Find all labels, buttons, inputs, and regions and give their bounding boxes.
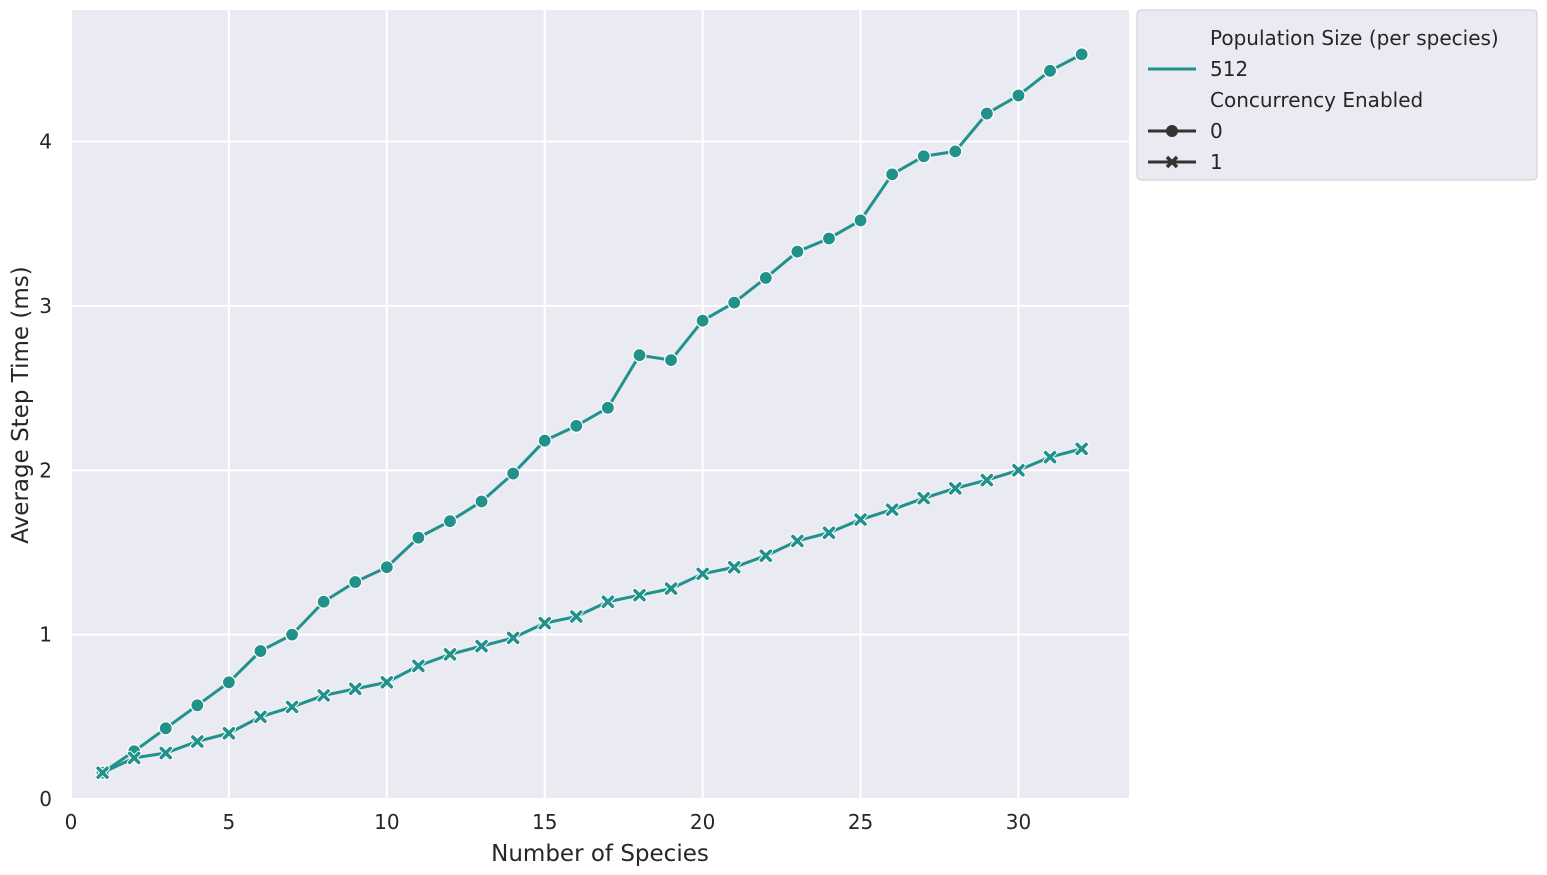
data-point [221, 726, 237, 741]
data-point [505, 630, 521, 646]
data-point [948, 481, 963, 496]
x-tick-label: 0 [65, 810, 78, 834]
data-point [695, 313, 710, 328]
data-point [726, 559, 742, 575]
series-concurrency-0 [95, 47, 1089, 780]
y-tick-label: 3 [39, 294, 52, 318]
x-tick-label: 25 [848, 810, 873, 834]
data-point [632, 587, 647, 603]
data-point [537, 433, 552, 448]
data-point [347, 681, 363, 697]
data-point [537, 615, 552, 631]
data-point [1011, 463, 1026, 478]
data-point [821, 525, 837, 540]
data-point [284, 627, 300, 642]
data-point [853, 512, 868, 527]
data-point [600, 594, 616, 609]
data-point [632, 348, 647, 363]
series-concurrency-1 [95, 441, 1089, 780]
data-point [979, 106, 994, 121]
legend-style-entry-0: 0 [1210, 119, 1223, 143]
data-point [442, 514, 458, 529]
legend-circle-marker-icon [1166, 125, 1178, 137]
data-point [284, 699, 300, 715]
data-point [663, 581, 679, 596]
y-tick-label: 2 [39, 458, 52, 482]
data-point [853, 213, 868, 228]
data-point [727, 295, 742, 310]
data-point [1042, 449, 1058, 465]
tick-labels: 0 5 10 15 20 25 30 0 1 2 3 4 [39, 130, 1031, 835]
data-point [348, 574, 363, 590]
legend: Population Size (per species) 512 Concur… [1136, 9, 1538, 181]
x-tick-label: 30 [1006, 810, 1031, 834]
data-point [600, 400, 615, 415]
legend-style-entry-1: 1 [1210, 150, 1223, 174]
data-point [411, 530, 426, 545]
data-point [1074, 441, 1089, 457]
y-tick-label: 0 [39, 787, 52, 811]
legend-hue-title: Population Size (per species) [1210, 26, 1499, 50]
data-point [158, 745, 173, 761]
data-point [1074, 47, 1089, 62]
data-point [758, 548, 774, 563]
data-point [190, 698, 205, 713]
data-point [1042, 63, 1058, 78]
x-tick-label: 15 [532, 810, 557, 834]
grid-lines [70, 10, 1129, 800]
legend-box [1136, 9, 1538, 181]
data-point [695, 566, 710, 582]
y-axis-label: Average Step Time (ms) [8, 266, 34, 543]
data-point [916, 490, 931, 506]
data-point [790, 244, 805, 259]
data-point [379, 675, 395, 690]
data-point [158, 721, 173, 736]
data-point [948, 144, 963, 159]
data-point [221, 675, 237, 690]
data-point [474, 494, 489, 509]
data-point [663, 353, 679, 368]
legend-style-title: Concurrency Enabled [1210, 88, 1423, 112]
x-axis-label: Number of Species [491, 841, 709, 867]
data-point [442, 647, 458, 662]
series-layer [95, 47, 1089, 780]
x-tick-label: 20 [690, 810, 715, 834]
data-point [758, 270, 773, 286]
data-point [316, 594, 331, 609]
data-point [979, 472, 995, 488]
data-point [474, 638, 489, 654]
data-point [1011, 88, 1026, 103]
data-point [506, 466, 521, 481]
data-point [379, 560, 394, 575]
data-point [885, 167, 900, 182]
data-point [884, 502, 900, 517]
y-tick-label: 1 [39, 623, 52, 647]
data-point [916, 149, 931, 164]
data-point [126, 750, 142, 766]
data-point [253, 643, 268, 659]
data-point [253, 709, 268, 725]
data-point [411, 658, 426, 674]
legend-x-marker-icon [1165, 155, 1179, 169]
x-tick-label: 5 [223, 810, 236, 834]
data-point [790, 533, 805, 549]
data-point [316, 688, 331, 703]
data-point [821, 231, 837, 246]
data-point [569, 609, 584, 624]
y-tick-label: 4 [39, 130, 52, 154]
data-point [190, 734, 205, 749]
data-point [95, 765, 110, 780]
data-point [569, 418, 584, 433]
legend-hue-entry-512: 512 [1210, 57, 1248, 81]
x-tick-label: 10 [374, 810, 399, 834]
